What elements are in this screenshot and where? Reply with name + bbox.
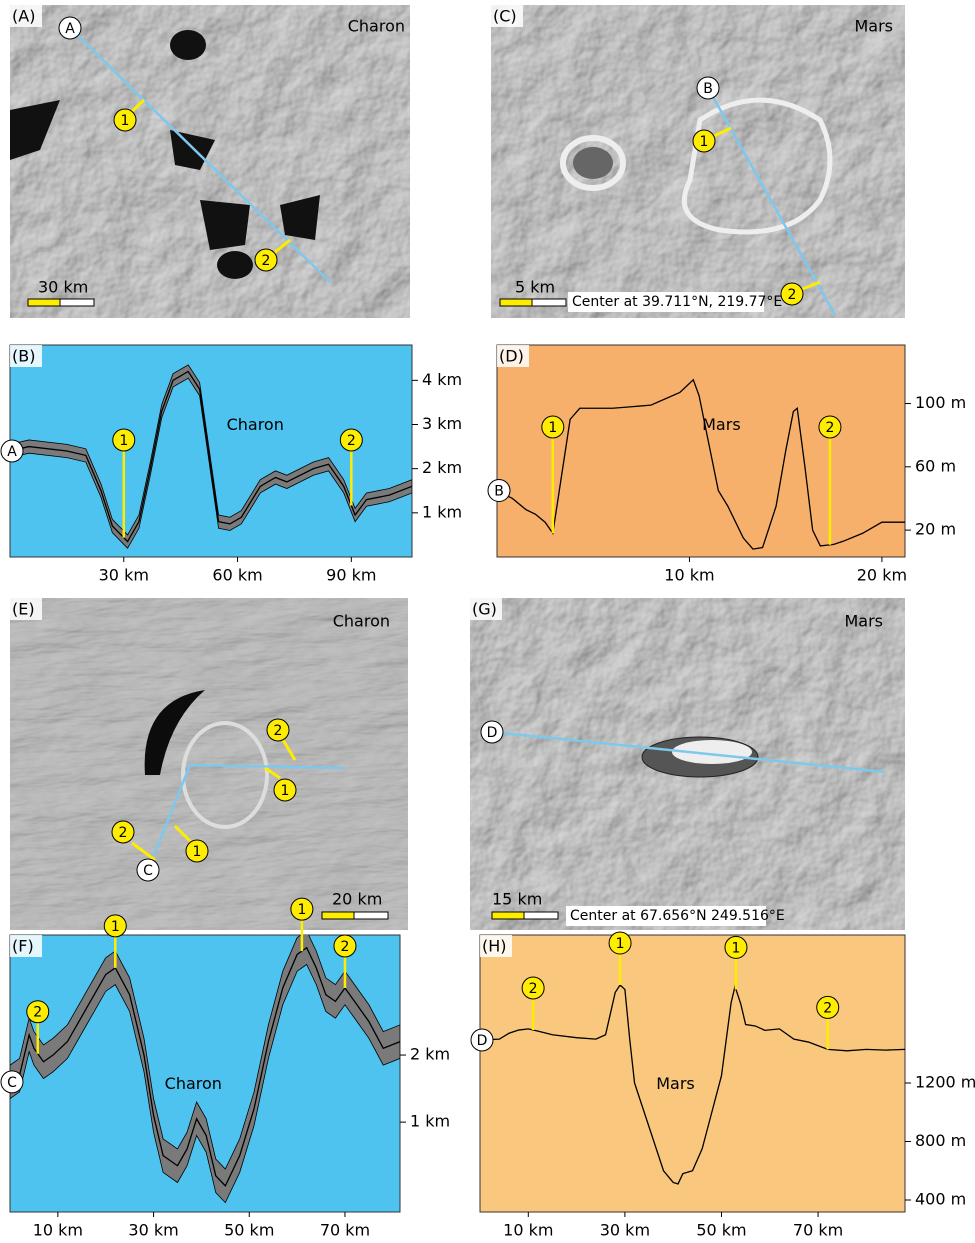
image-panel-c: (C) Mars 5 km Center at 39.711°N, 219.77…: [491, 5, 905, 318]
figure: (A) Charon 30 km A 1 2 (C) Mars 5 km Cen…: [0, 0, 975, 1239]
image-panel-a: (A) Charon 30 km A 1 2: [10, 5, 410, 318]
annotation-label: 1: [732, 940, 741, 956]
start-label: D: [477, 1033, 488, 1049]
image-panel-g: (G) Mars 15 km Center at 67.656°N 249.51…: [470, 598, 905, 930]
x-tick-label: 50 km: [224, 1221, 274, 1240]
panel-label: (E): [12, 600, 35, 619]
annotation-label: 1: [119, 433, 128, 449]
marker: 2: [119, 825, 128, 841]
annotation-label: 2: [33, 1005, 42, 1021]
annotation-label: 1: [616, 936, 625, 952]
x-tick-label: 90 km: [326, 566, 376, 585]
annotation-label: 1: [297, 902, 306, 918]
marker: 1: [193, 844, 202, 860]
x-tick-label: 20 km: [857, 566, 907, 585]
image: [10, 5, 410, 318]
y-tick-label: 4 km: [422, 370, 462, 389]
scale-label: 5 km: [515, 278, 555, 297]
marker: 1: [281, 783, 290, 799]
panel-label: (A): [12, 7, 35, 26]
body-label: Charon: [348, 17, 405, 36]
panel-label: (D): [499, 347, 524, 366]
annotation-label: 2: [529, 981, 538, 997]
chart-panel: 400 m 800 m 1200 m 10 km 30 km 50 km 70 km (H) M…: [471, 932, 975, 1239]
chart-panel: 20 m 60 m 100 m 10 km 20 km (D) Mars 1 2 B: [488, 345, 966, 585]
body-label: Mars: [854, 17, 893, 36]
y-tick-label: 800 m: [915, 1131, 966, 1150]
panel-label: (B): [12, 347, 35, 366]
y-tick-label: 2 km: [410, 1045, 450, 1064]
chart-panel: 1 km 2 km 10 km 30 km 50 km 70 km (F) Charon 2 1 1…: [1, 898, 450, 1239]
chart-title: Charon: [165, 1074, 222, 1093]
image-panel-e: (E) Charon 20 km 2 1 1 2 C: [10, 598, 408, 930]
chart-panel: 1 km 2 km 3 km 4 km 30 km 60 km 90 km (B) Charon…: [1, 345, 462, 585]
start-label: A: [7, 444, 17, 460]
x-tick-label: 30 km: [600, 1221, 650, 1240]
image: [10, 598, 408, 930]
chart-title: Charon: [227, 415, 284, 434]
center-label: Center at 39.711°N, 219.77°E: [572, 294, 782, 310]
panel-label: (C): [493, 7, 517, 26]
center-label: Center at 67.656°N 249.516°E: [570, 908, 785, 924]
marker: D: [487, 725, 498, 741]
x-tick-label: 70 km: [793, 1221, 843, 1240]
annotation-label: 1: [111, 919, 120, 935]
y-tick-label: 20 m: [915, 520, 956, 539]
start-label: C: [7, 1075, 17, 1091]
body-label: Mars: [844, 612, 883, 631]
x-tick-label: 60 km: [212, 566, 262, 585]
x-tick-label: 30 km: [128, 1221, 178, 1240]
marker: 2: [262, 253, 271, 269]
scale-label: 15 km: [492, 890, 542, 909]
x-tick-label: 10 km: [33, 1221, 83, 1240]
image: [491, 5, 905, 318]
panel-label: (G): [472, 600, 497, 619]
annotation-label: 2: [825, 420, 834, 436]
x-tick-label: 30 km: [99, 566, 149, 585]
marker: B: [703, 81, 713, 97]
y-tick-label: 1 km: [422, 502, 462, 521]
chart-title: Mars: [702, 415, 741, 434]
y-tick-label: 1 km: [410, 1112, 450, 1131]
x-tick-label: 10 km: [664, 566, 714, 585]
y-tick-label: 3 km: [422, 414, 462, 433]
x-tick-label: 50 km: [696, 1221, 746, 1240]
annotation-label: 2: [341, 939, 350, 955]
annotation-label: 2: [347, 433, 356, 449]
y-tick-label: 100 m: [915, 393, 966, 412]
x-tick-label: 70 km: [320, 1221, 370, 1240]
marker: 2: [274, 723, 283, 739]
panel-label: (H): [482, 937, 507, 956]
plot-background: [497, 345, 905, 557]
x-tick-label: 10 km: [503, 1221, 553, 1240]
marker: 1: [121, 113, 130, 129]
marker: C: [143, 863, 153, 879]
panel-label: (F): [12, 937, 34, 956]
start-label: B: [494, 484, 504, 500]
scale-label: 20 km: [332, 890, 382, 909]
annotation-label: 1: [548, 420, 557, 436]
body-label: Charon: [333, 612, 390, 631]
y-tick-label: 2 km: [422, 458, 462, 477]
y-tick-label: 400 m: [915, 1190, 966, 1209]
chart-title: Mars: [656, 1074, 695, 1093]
marker: A: [65, 21, 75, 37]
y-tick-label: 60 m: [915, 456, 956, 475]
scale-label: 30 km: [38, 278, 88, 297]
marker: 1: [700, 134, 709, 150]
marker: 2: [788, 287, 797, 303]
y-tick-label: 1200 m: [915, 1073, 975, 1092]
annotation-label: 2: [823, 1000, 832, 1016]
